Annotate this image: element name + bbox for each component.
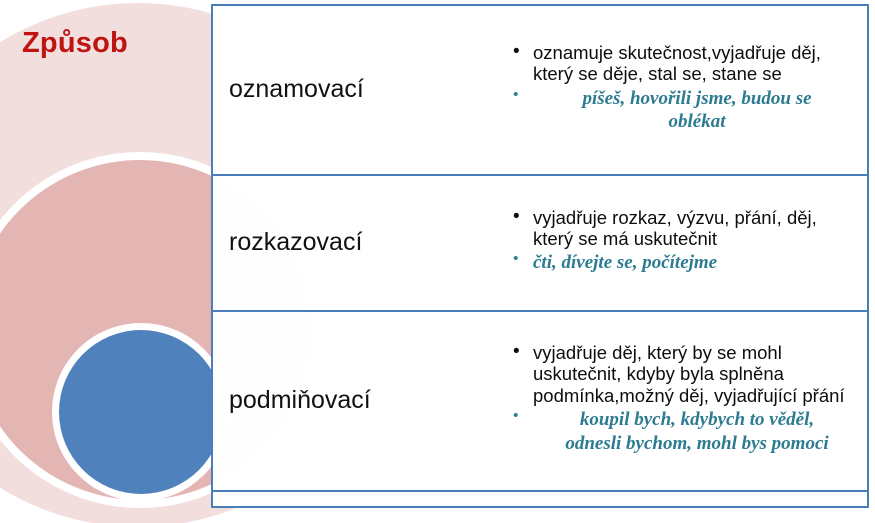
mood-name-label: oznamovací bbox=[229, 75, 364, 104]
mood-name-label: podmiňovací bbox=[229, 386, 371, 415]
bullet-list: oznamuje skutečnost,vyjadřuje děj, který… bbox=[511, 41, 861, 135]
description-bullet: vyjadřuje rozkaz, výzvu, přání, děj, kte… bbox=[511, 206, 861, 250]
mood-detail-cell: vyjadřuje rozkaz, výzvu, přání, děj, kte… bbox=[471, 175, 869, 311]
table-row: oznamovací oznamuje skutečnost,vyjadřuje… bbox=[211, 5, 869, 175]
bullet-list: vyjadřuje rozkaz, výzvu, přání, děj, kte… bbox=[511, 206, 861, 276]
mood-name-cell bbox=[211, 491, 471, 507]
table-row: rozkazovací vyjadřuje rozkaz, výzvu, přá… bbox=[211, 175, 869, 311]
mood-name-cell: rozkazovací bbox=[211, 175, 471, 311]
examples-bullet: koupil bych, kdybych to věděl, odnesli b… bbox=[511, 407, 861, 456]
table-row: podmiňovací vyjadřuje děj, který by se m… bbox=[211, 311, 869, 491]
examples-bullet: píšeš, hovořili jsme, budou se oblékat bbox=[511, 86, 861, 135]
table-row bbox=[211, 491, 869, 507]
mood-detail-cell: oznamuje skutečnost,vyjadřuje děj, který… bbox=[471, 5, 869, 175]
mood-name-cell: oznamovací bbox=[211, 5, 471, 175]
example-line: oblékat bbox=[668, 111, 726, 133]
mood-name-label: rozkazovací bbox=[229, 228, 363, 257]
example-line: píšeš, hovořili jsme, budou se bbox=[582, 87, 812, 109]
example-line: odnesli bychom, mohl bys pomoci bbox=[565, 433, 829, 455]
bullet-list: vyjadřuje děj, který by se mohl uskutečn… bbox=[511, 341, 861, 456]
description-bullet: vyjadřuje děj, který by se mohl uskutečn… bbox=[511, 341, 861, 406]
description-bullet: oznamuje skutečnost,vyjadřuje děj, který… bbox=[511, 41, 861, 85]
examples-bullet: čti, dívejte se, počítejme bbox=[511, 250, 861, 275]
mood-detail-cell bbox=[471, 491, 869, 507]
page-title: Způsob bbox=[22, 27, 128, 59]
inner-ring-gap-shape bbox=[52, 323, 230, 501]
inner-circle-shape bbox=[59, 330, 223, 494]
modes-table-wrapper: oznamovací oznamuje skutečnost,vyjadřuje… bbox=[211, 4, 869, 523]
mood-detail-cell: vyjadřuje děj, který by se mohl uskutečn… bbox=[471, 311, 869, 491]
example-line: čti, dívejte se, počítejme bbox=[533, 252, 718, 274]
verb-moods-table: oznamovací oznamuje skutečnost,vyjadřuje… bbox=[211, 4, 869, 508]
example-line: koupil bych, kdybych to věděl, bbox=[579, 409, 815, 431]
mood-name-cell: podmiňovací bbox=[211, 311, 471, 491]
